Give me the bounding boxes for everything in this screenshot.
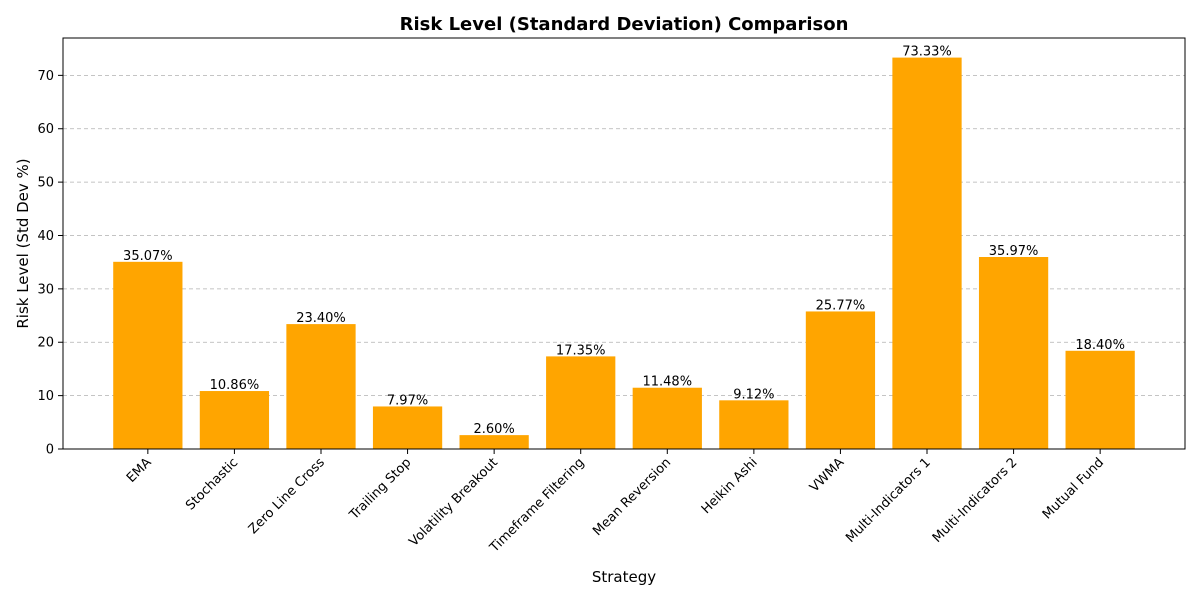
bar-11	[1065, 350, 1135, 449]
x-tick-label: Multi-Indicators 1	[843, 455, 934, 546]
x-tick-label: Mutual Fund	[1040, 455, 1107, 522]
bar-4	[459, 435, 529, 449]
bar-0	[113, 261, 183, 449]
x-tick-label: EMA	[124, 455, 155, 486]
x-axis-ticks: EMA Stochastic Zero Line Cross Trailing Sto…	[124, 449, 1107, 556]
x-axis-label: Strategy	[592, 568, 656, 586]
x-tick-label: Volatility Breakout	[407, 455, 501, 549]
bar-9	[892, 57, 962, 449]
bar-data-label: 73.33%	[902, 45, 952, 60]
x-tick-label: VWMA	[807, 455, 847, 495]
bar-3	[372, 406, 443, 449]
bar-data-label: 18.40%	[1075, 338, 1125, 353]
x-tick-label: Timeframe Filtering	[487, 455, 588, 556]
bar-2	[286, 324, 356, 449]
bar-8	[805, 311, 876, 449]
bar-data-label: 23.40%	[296, 311, 346, 326]
y-tick-label: 0	[46, 443, 54, 458]
bar-data-labels: 35.07% 10.86% 23.40% 7.97% 2.60% 17.35% 11.48%…	[123, 45, 1125, 438]
bar-data-label: 35.07%	[123, 249, 173, 264]
bars-group	[113, 57, 1135, 449]
y-tick-label: 60	[37, 122, 54, 137]
y-tick-label: 50	[37, 176, 54, 191]
bar-7	[719, 400, 789, 449]
bar-5	[546, 356, 616, 449]
x-tick-label: Trailing Stop	[346, 455, 414, 523]
y-axis-label: Risk Level (Std Dev %)	[14, 158, 32, 328]
bar-data-label: 25.77%	[816, 298, 866, 313]
y-tick-label: 30	[37, 282, 54, 297]
bar-data-label: 7.97%	[387, 393, 428, 408]
x-tick-label: Zero Line Cross	[246, 455, 328, 537]
y-tick-label: 10	[37, 389, 54, 404]
x-tick-label: Mean Reversion	[590, 455, 674, 539]
y-axis-ticks: 0 10 20 30 40 50 60 70	[37, 69, 63, 458]
bar-data-label: 17.35%	[556, 343, 606, 358]
y-tick-label: 70	[37, 69, 54, 84]
y-tick-label: 20	[37, 336, 54, 351]
bar-data-label: 10.86%	[210, 378, 260, 393]
bar-data-label: 11.48%	[642, 375, 692, 390]
y-tick-label: 40	[37, 229, 54, 244]
bar-data-label: 2.60%	[473, 422, 514, 437]
plot-frame	[62, 37, 1186, 450]
bar-data-label: 9.12%	[733, 387, 774, 402]
x-tick-label: Stochastic	[183, 455, 241, 513]
bar-10	[978, 257, 1049, 449]
bar-6	[632, 387, 702, 449]
bar-data-label: 35.97%	[989, 244, 1039, 259]
x-tick-label: Multi-Indicators 2	[930, 455, 1021, 546]
bar-1	[199, 391, 270, 449]
x-tick-label: Heikin Ashi	[699, 455, 761, 517]
chart-title: Risk Level (Standard Deviation) Comparis…	[400, 14, 849, 35]
